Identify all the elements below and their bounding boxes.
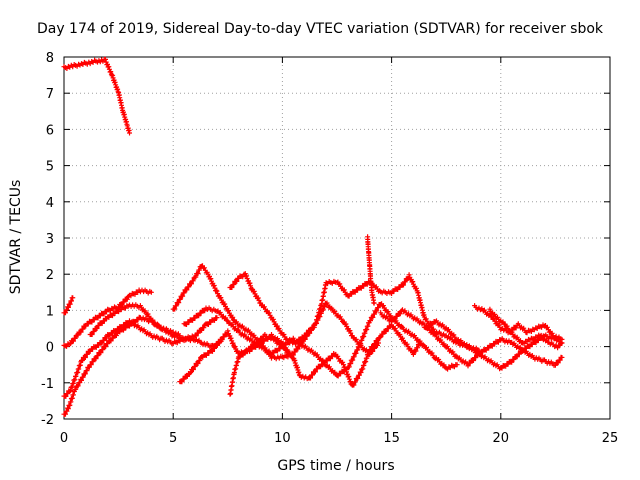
series-s14 (421, 318, 565, 372)
y-tick-label: 0 (46, 341, 54, 356)
series-s11 (227, 271, 381, 357)
y-tick-label: 7 (46, 87, 54, 102)
series-s5 (61, 318, 224, 399)
data-point-markers (421, 318, 565, 372)
series-s15 (472, 303, 565, 342)
series-s16 (487, 306, 565, 351)
y-tick-label: -2 (41, 413, 54, 428)
series-s2 (61, 295, 76, 316)
data-point-markers (61, 295, 76, 316)
x-tick-label: 20 (493, 431, 510, 446)
data-point-markers (61, 287, 154, 349)
y-tick-label: 3 (46, 232, 54, 247)
data-point-markers (365, 234, 377, 306)
data-point-markers (61, 56, 133, 136)
y-tick-label: 5 (46, 160, 54, 175)
x-tick-label: 5 (169, 431, 177, 446)
data-point-markers (227, 322, 423, 397)
data-point-markers (472, 303, 565, 342)
data-point-markers (61, 318, 224, 399)
chart-text: Day 174 of 2019, Sidereal Day-to-day VTE… (8, 21, 604, 474)
y-tick-label: 8 (46, 51, 54, 66)
series-s12 (365, 234, 377, 306)
data-point-markers (487, 306, 565, 351)
x-axis-label: GPS time / hours (277, 458, 394, 474)
series-s10 (227, 322, 423, 397)
chart-title: Day 174 of 2019, Sidereal Day-to-day VTE… (37, 21, 604, 37)
x-tick-label: 15 (383, 431, 400, 446)
y-tick-label: 4 (46, 196, 54, 211)
grid (64, 57, 610, 419)
data-series (61, 56, 565, 417)
x-tick-label: 0 (60, 431, 68, 446)
y-axis-label: SDTVAR / TECUs (8, 180, 24, 295)
y-tick-label: 2 (46, 268, 54, 283)
x-tick-label: 10 (274, 431, 291, 446)
data-point-markers (227, 271, 381, 357)
series-s1 (61, 56, 133, 136)
x-tick-label: 25 (602, 431, 619, 446)
y-tick-label: 1 (46, 304, 54, 319)
series-s3 (61, 287, 154, 349)
axes: 0 5 10 15 20 25 -2 -1 0 1 2 3 4 5 6 7 8 (41, 51, 618, 446)
y-tick-label: -1 (41, 377, 54, 392)
series-s6 (87, 302, 183, 339)
y-tick-label: 6 (46, 123, 54, 138)
data-point-markers (87, 302, 183, 339)
